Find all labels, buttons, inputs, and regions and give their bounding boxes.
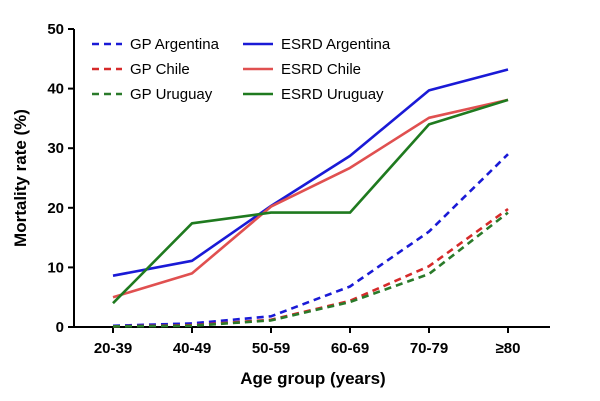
- y-tick-label: 0: [56, 319, 64, 336]
- legend-label: ESRD Argentina: [281, 36, 391, 53]
- y-tick-label: 20: [47, 200, 64, 217]
- x-tick-label: 70-79: [410, 340, 448, 357]
- y-tick-label: 40: [47, 81, 64, 98]
- x-tick-label: ≥80: [496, 340, 521, 357]
- x-tick-label: 40-49: [173, 340, 211, 357]
- legend-label: ESRD Chile: [281, 61, 361, 78]
- legend-label: GP Chile: [130, 61, 190, 78]
- series-line-esrd-argentina: [112, 68, 509, 277]
- y-tick-label: 10: [47, 259, 64, 276]
- legend-label: GP Argentina: [130, 36, 220, 53]
- y-tick-label: 30: [47, 140, 64, 157]
- series-line-gp-argentina: [112, 153, 509, 328]
- x-tick-label: 60-69: [331, 340, 369, 357]
- legend-label: ESRD Uruguay: [281, 86, 384, 103]
- series-layer: [112, 68, 509, 328]
- series-line-esrd-uruguay: [112, 98, 509, 305]
- y-axis-title: Mortality rate (%): [11, 109, 30, 247]
- axes: 0 10 20 30 40 50 20-39 40-49 50-59 60-69 70-79 ≥80: [47, 21, 550, 357]
- x-tick-label: 50-59: [252, 340, 290, 357]
- series-line-gp-chile: [112, 207, 509, 328]
- series-line-esrd-chile: [112, 98, 509, 299]
- series-line-gp-uruguay: [112, 211, 509, 328]
- legend: GP Argentina GP Chile GP Uruguay ESRD Argen…: [92, 36, 391, 103]
- x-axis-title: Age group (years): [240, 369, 385, 388]
- x-tick-label: 20-39: [94, 340, 132, 357]
- y-tick-label: 50: [47, 21, 64, 38]
- legend-label: GP Uruguay: [130, 86, 213, 103]
